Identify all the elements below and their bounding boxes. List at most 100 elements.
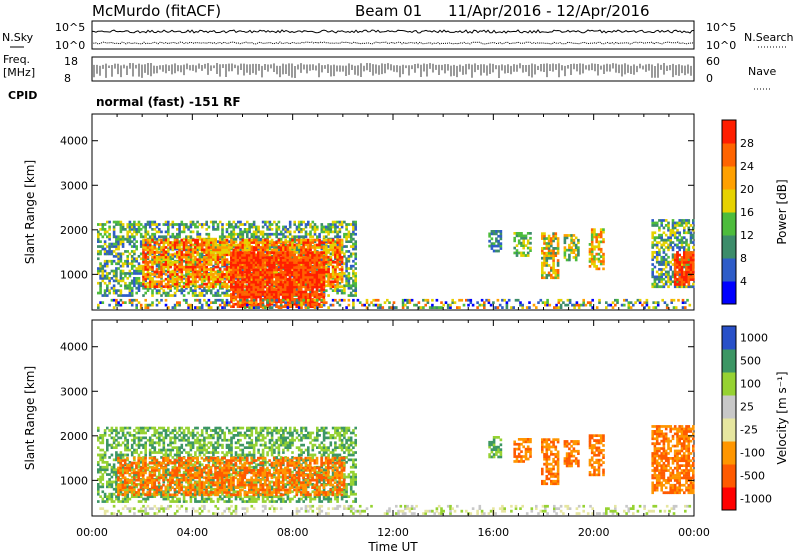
power-cell-1 (334, 260, 337, 264)
power-cell-1 (198, 265, 202, 269)
power-cell-1 (187, 263, 190, 266)
power-cell-8 (590, 243, 594, 246)
power-cell-1 (176, 246, 179, 249)
power-cell-1 (155, 270, 159, 274)
power-cell-0 (349, 235, 353, 239)
power-cell-2 (299, 271, 303, 274)
power-cell-5 (529, 241, 532, 245)
power-cell-0 (343, 245, 346, 248)
power-cell-2 (315, 285, 319, 289)
power-cell-0 (248, 230, 251, 234)
power-cell-0 (307, 220, 310, 224)
power-cell-0 (275, 228, 278, 231)
power-cell-1 (187, 248, 190, 252)
power-cell-1 (223, 273, 226, 276)
power-cell-2 (322, 256, 326, 259)
power-cell-1 (336, 248, 339, 252)
power-cell-0 (194, 294, 197, 297)
power-cell-0 (223, 264, 226, 268)
power-cell-1 (264, 260, 267, 264)
power-cell-1 (230, 258, 233, 261)
power-cell-0 (130, 267, 134, 270)
power-cell-1 (284, 275, 287, 279)
power-cell-3 (295, 301, 299, 304)
power-cell-0 (171, 257, 175, 261)
power-cell-1 (194, 268, 197, 271)
power-cell-0 (196, 232, 199, 236)
power-cell-1 (207, 285, 211, 289)
power-cell-2 (306, 278, 310, 282)
power-cell-1 (266, 243, 269, 247)
power-cell-1 (153, 251, 157, 254)
power-cell-1 (148, 248, 152, 252)
power-cell-0 (189, 220, 193, 224)
power-cell-0 (194, 223, 197, 226)
power-cell-3 (408, 301, 412, 304)
power-cell-0 (246, 245, 249, 248)
power-cell-1 (325, 270, 328, 274)
power-cell-0 (162, 259, 166, 263)
power-cell-0 (126, 262, 129, 266)
power-cell-6 (554, 269, 558, 272)
power-cell-0 (103, 228, 107, 231)
power-cell-2 (288, 266, 292, 269)
power-cell-6 (547, 244, 551, 248)
power-cell-0 (148, 225, 152, 229)
power-cell-2 (248, 263, 251, 267)
power-cell-1 (334, 273, 337, 276)
power-cell-0 (126, 257, 129, 261)
power-cell-2 (302, 290, 305, 294)
power-cell-0 (207, 281, 211, 285)
power-cell-5 (515, 249, 519, 252)
power-cell-3 (492, 301, 495, 304)
power-cell-1 (176, 282, 179, 286)
power-cell-3 (117, 303, 120, 307)
power-cell-5 (529, 249, 532, 252)
power-cell-0 (164, 291, 168, 295)
power-cell-1 (205, 277, 208, 281)
power-cell-2 (311, 278, 314, 282)
power-cell-1 (212, 248, 215, 252)
power-cell-2 (270, 256, 274, 259)
power-cell-2 (311, 251, 314, 255)
power-cell-2 (299, 253, 303, 257)
power-cell-2 (243, 266, 247, 269)
power-cell-3 (171, 306, 175, 309)
power-cell-3 (374, 298, 378, 302)
power-cell-2 (272, 258, 276, 262)
power-cell-2 (259, 273, 262, 277)
power-cell-1 (196, 251, 199, 254)
power-cell-0 (225, 291, 229, 295)
power-cell-0 (214, 291, 217, 295)
power-cell-0 (151, 294, 154, 297)
power-cell-2 (302, 258, 305, 262)
power-cell-3 (313, 306, 317, 309)
power-cell-1 (144, 282, 147, 286)
power-cell-2 (281, 293, 285, 296)
power-cell-0 (347, 272, 351, 275)
power-cell-2 (295, 302, 298, 306)
power-cell-6 (547, 234, 551, 238)
power-cell-0 (248, 225, 251, 229)
power-cell-2 (284, 268, 287, 272)
power-cell-5 (515, 232, 519, 235)
power-cell-0 (284, 228, 287, 231)
power-cell-0 (221, 291, 224, 295)
power-cell-8 (590, 255, 594, 258)
power-cell-3 (424, 298, 427, 302)
power-cell-0 (121, 269, 125, 273)
power-cell-0 (139, 257, 143, 261)
power-cell-1 (148, 238, 152, 242)
power-cell-3 (483, 303, 486, 307)
power-cell-1 (327, 268, 330, 271)
power-cell-0 (119, 257, 123, 261)
power-cell-3 (300, 303, 303, 307)
power-cell-1 (221, 260, 224, 264)
power-cell-0 (155, 289, 159, 292)
power-cell-0 (130, 250, 134, 253)
power-cell-3 (469, 301, 473, 304)
power-cell-1 (340, 251, 344, 254)
power-cell-1 (194, 277, 197, 281)
power-cell-1 (218, 253, 222, 257)
power-cell-2 (270, 290, 274, 294)
